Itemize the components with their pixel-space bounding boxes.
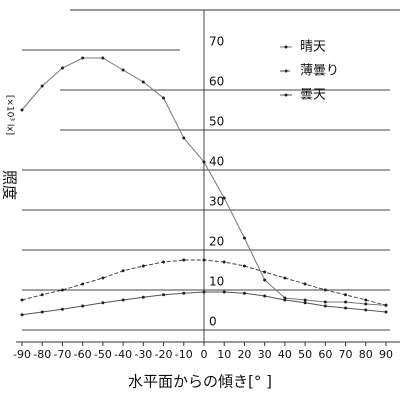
x-tick-label: 10 xyxy=(217,348,231,361)
x-tick-label: 80 xyxy=(359,348,373,361)
data-point xyxy=(364,298,368,302)
data-point xyxy=(162,293,166,297)
data-point xyxy=(60,66,64,70)
data-point xyxy=(364,302,368,306)
data-point xyxy=(384,310,388,314)
data-point xyxy=(162,260,166,264)
data-point xyxy=(263,294,267,298)
data-point xyxy=(202,160,206,164)
x-tick-label: 0 xyxy=(201,348,208,361)
y-axis-label: 照度 xyxy=(1,170,19,200)
data-point xyxy=(263,278,267,282)
data-point xyxy=(121,269,125,273)
data-point xyxy=(20,298,24,302)
data-point xyxy=(242,291,246,295)
x-tick-label: -90 xyxy=(13,348,31,361)
data-point xyxy=(141,295,145,299)
data-point xyxy=(283,276,287,280)
y-tick-label: 70 xyxy=(209,35,224,49)
y-axis-unit: [×10³ lx] xyxy=(5,95,15,135)
data-point xyxy=(303,282,307,286)
x-tick-label: -50 xyxy=(94,348,112,361)
data-point xyxy=(60,307,64,311)
y-tick-label: 60 xyxy=(209,75,224,89)
data-point xyxy=(323,304,327,308)
data-point xyxy=(20,108,24,112)
y-tick-label: 30 xyxy=(209,195,224,209)
x-tick-label: 50 xyxy=(298,348,312,361)
legend-label: 薄曇り xyxy=(300,64,339,79)
x-tick-label: -20 xyxy=(155,348,173,361)
data-point xyxy=(182,258,186,262)
data-point xyxy=(222,260,226,264)
y-tick-label: 10 xyxy=(209,275,224,289)
data-point xyxy=(40,293,44,297)
x-tick-label: -60 xyxy=(74,348,92,361)
legend-dot xyxy=(284,45,288,49)
data-point xyxy=(364,308,368,312)
data-point xyxy=(101,276,105,280)
legend-dot xyxy=(284,69,288,73)
data-point xyxy=(121,298,125,302)
data-point xyxy=(384,303,388,307)
y-tick-label: 50 xyxy=(209,115,224,129)
y-tick-label: 40 xyxy=(209,155,224,169)
data-point xyxy=(182,291,186,295)
data-point xyxy=(81,282,85,286)
x-tick-label: 70 xyxy=(339,348,353,361)
data-point xyxy=(323,288,327,292)
data-point xyxy=(81,56,85,60)
data-point xyxy=(81,304,85,308)
legend-label: 晴天 xyxy=(300,40,326,55)
data-point xyxy=(344,306,348,310)
data-point xyxy=(222,290,226,294)
data-point xyxy=(283,298,287,302)
x-tick-label: 90 xyxy=(379,348,393,361)
data-point xyxy=(303,298,307,302)
data-point xyxy=(344,293,348,297)
x-tick-label: 30 xyxy=(258,348,272,361)
data-point xyxy=(101,301,105,305)
x-tick-label: -30 xyxy=(134,348,152,361)
data-point xyxy=(101,56,105,60)
data-point xyxy=(40,310,44,314)
x-tick-label: 20 xyxy=(237,348,251,361)
x-tick-label: -40 xyxy=(114,348,132,361)
data-point xyxy=(162,96,166,100)
x-tick-label: -10 xyxy=(175,348,193,361)
data-point xyxy=(141,264,145,268)
x-axis-label: 水平面からの傾き[° ] xyxy=(128,373,272,391)
data-point xyxy=(121,68,125,72)
y-tick-label: 20 xyxy=(209,235,224,249)
data-point xyxy=(323,300,327,304)
data-point xyxy=(141,80,145,84)
data-point xyxy=(242,236,246,240)
x-tick-label: 60 xyxy=(318,348,332,361)
x-tick-label: 40 xyxy=(278,348,292,361)
data-point xyxy=(303,301,307,305)
data-point xyxy=(60,288,64,292)
data-point xyxy=(344,300,348,304)
data-point xyxy=(222,196,226,200)
data-point xyxy=(263,270,267,274)
y-tick-label: 0 xyxy=(209,315,217,329)
data-point xyxy=(40,84,44,88)
x-tick-label: -70 xyxy=(53,348,71,361)
x-tick-label: -80 xyxy=(33,348,51,361)
legend-label: 曇天 xyxy=(300,88,326,103)
data-point xyxy=(182,136,186,140)
legend-dot xyxy=(284,93,288,97)
data-point xyxy=(202,258,206,262)
data-point xyxy=(242,264,246,268)
data-point xyxy=(20,313,24,317)
data-point xyxy=(202,290,206,294)
